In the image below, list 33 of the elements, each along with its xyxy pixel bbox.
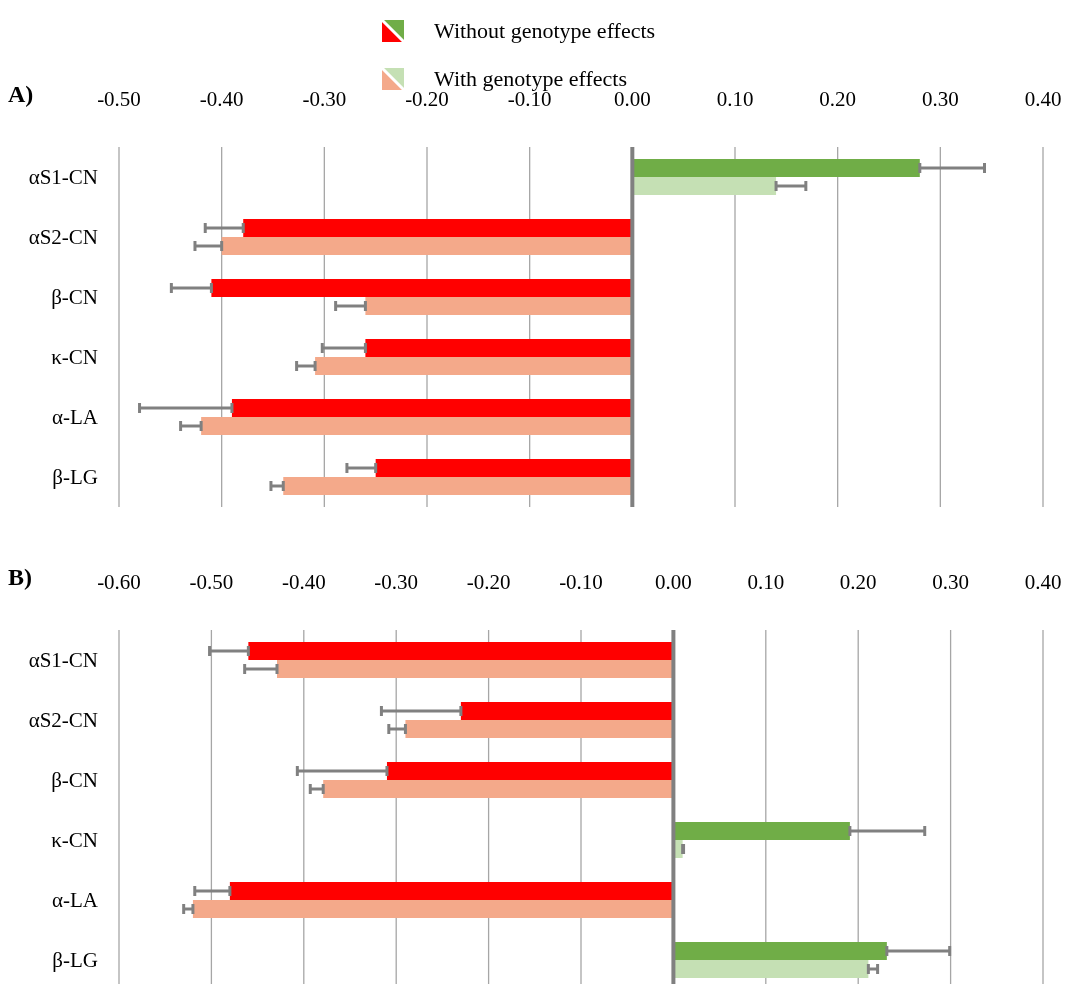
x-tick-label: -0.50 xyxy=(97,87,141,111)
x-tick-label: 0.00 xyxy=(655,570,692,594)
y-tick-label: β-CN xyxy=(51,285,98,309)
x-tick-label: -0.10 xyxy=(559,570,603,594)
x-tick-label: 0.20 xyxy=(839,570,877,594)
chart-title: B) xyxy=(8,564,32,590)
x-tick-label: 0.30 xyxy=(932,570,969,594)
y-tick-label: β-CN xyxy=(51,768,98,792)
x-tick-label: 0.10 xyxy=(716,87,754,111)
y-tick-label: αS2-CN xyxy=(28,708,98,732)
x-tick-label: 0.20 xyxy=(819,87,857,111)
chart-title: A) xyxy=(8,81,34,107)
y-tick-label: αS1-CN xyxy=(28,165,98,189)
x-tick-label: 0.40 xyxy=(1024,87,1062,111)
y-tick-label: αS2-CN xyxy=(28,225,98,249)
x-tick-label: 0.40 xyxy=(1024,570,1062,594)
x-tick-label: -0.40 xyxy=(281,570,326,594)
x-tick-label: -0.60 xyxy=(97,570,141,594)
x-tick-label: 0.30 xyxy=(921,87,959,111)
y-tick-label: α-LA xyxy=(52,405,99,429)
y-tick-label: αS1-CN xyxy=(28,648,98,672)
x-tick-label: -0.40 xyxy=(199,87,244,111)
x-tick-label: -0.30 xyxy=(302,87,347,111)
y-tick-label: κ-CN xyxy=(51,345,98,369)
x-tick-label: -0.50 xyxy=(189,570,234,594)
x-tick-label: 0.10 xyxy=(747,570,785,594)
legend-label: Without genotype effects xyxy=(434,18,656,43)
y-tick-label: β-LG xyxy=(52,948,98,972)
y-tick-label: α-LA xyxy=(52,888,99,912)
y-tick-label: κ-CN xyxy=(51,828,98,852)
y-tick-label: β-LG xyxy=(52,465,98,489)
x-tick-label: -0.30 xyxy=(374,570,419,594)
x-tick-label: -0.20 xyxy=(466,570,511,594)
